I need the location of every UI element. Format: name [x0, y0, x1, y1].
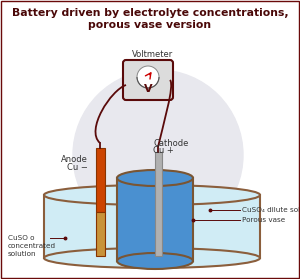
Bar	[154, 152, 161, 256]
Text: Anode: Anode	[61, 155, 88, 164]
Bar	[95, 148, 104, 212]
FancyBboxPatch shape	[123, 60, 173, 100]
Text: CuSO o: CuSO o	[8, 235, 34, 241]
Text: Cu −: Cu −	[67, 163, 88, 172]
Ellipse shape	[44, 248, 260, 268]
Text: Cathode: Cathode	[153, 139, 188, 148]
Circle shape	[120, 117, 196, 193]
Ellipse shape	[117, 170, 193, 186]
Text: concentrated: concentrated	[8, 243, 56, 249]
Text: Cu +: Cu +	[153, 146, 174, 155]
Bar	[44, 195, 260, 258]
Text: V: V	[144, 84, 152, 94]
Circle shape	[73, 70, 243, 240]
Text: Voltmeter: Voltmeter	[132, 50, 174, 59]
Ellipse shape	[137, 66, 159, 88]
Circle shape	[98, 95, 218, 215]
Text: porous vase version: porous vase version	[88, 20, 212, 30]
Text: Battery driven by electrolyte concentrations,: Battery driven by electrolyte concentrat…	[12, 8, 288, 18]
Text: CuSO₄ dilute solution: CuSO₄ dilute solution	[242, 207, 300, 213]
Bar	[117, 178, 193, 261]
Text: solution: solution	[8, 251, 37, 257]
Ellipse shape	[117, 253, 193, 269]
Ellipse shape	[44, 185, 260, 205]
Bar	[95, 212, 104, 256]
Text: Porous vase: Porous vase	[242, 217, 285, 223]
